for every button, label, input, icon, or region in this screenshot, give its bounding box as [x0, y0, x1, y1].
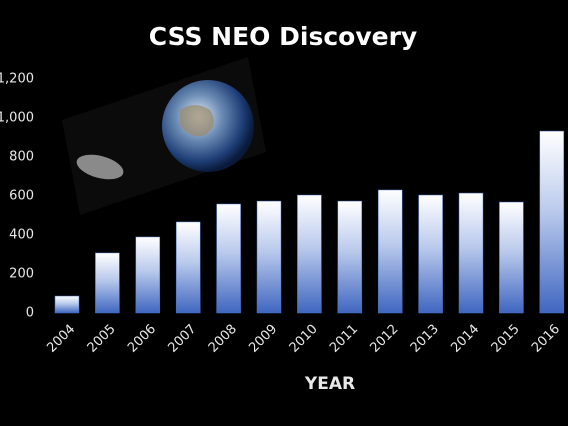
bar [54, 295, 80, 314]
bar [135, 236, 161, 314]
bar [95, 252, 120, 314]
bar [337, 200, 363, 314]
x-axis-title: YEAR [304, 374, 355, 394]
space-image [62, 57, 266, 215]
y-tick-label: 800 [9, 150, 34, 165]
bar [256, 200, 282, 314]
y-tick-label: 1,000 [0, 111, 34, 126]
y-tick-label: 1,200 [0, 72, 34, 87]
y-tick-label: 400 [9, 228, 34, 243]
y-tick-label: 200 [9, 267, 34, 282]
chart-title: CSS NEO Discovery [149, 22, 417, 51]
asteroid [76, 154, 124, 180]
bar [175, 221, 201, 314]
bar [377, 189, 403, 314]
bar [499, 201, 524, 314]
bar [458, 192, 484, 314]
bar [418, 194, 443, 314]
bar [539, 130, 565, 314]
bar [216, 203, 241, 314]
y-tick-label: 600 [9, 189, 34, 204]
bar [297, 194, 322, 314]
y-tick-label: 0 [26, 306, 34, 321]
continent [180, 105, 214, 137]
